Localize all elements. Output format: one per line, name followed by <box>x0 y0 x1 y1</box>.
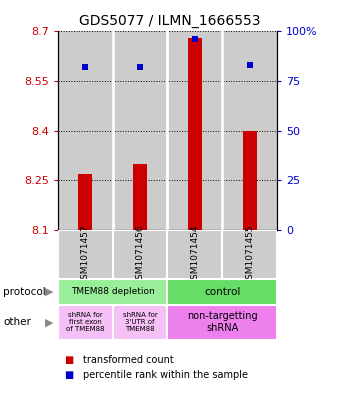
Text: shRNA for
first exon
of TMEM88: shRNA for first exon of TMEM88 <box>66 312 104 332</box>
Text: ■: ■ <box>65 354 74 365</box>
Text: GSM1071454: GSM1071454 <box>190 224 199 285</box>
Bar <box>168 305 277 340</box>
Text: GSM1071456: GSM1071456 <box>136 224 144 285</box>
Text: ▶: ▶ <box>45 317 54 327</box>
Text: GDS5077 / ILMN_1666553: GDS5077 / ILMN_1666553 <box>79 14 261 28</box>
Bar <box>168 230 222 279</box>
Bar <box>168 279 277 305</box>
Bar <box>58 305 113 340</box>
Text: TMEM88 depletion: TMEM88 depletion <box>71 287 154 296</box>
Bar <box>58 230 113 279</box>
Text: GSM1071455: GSM1071455 <box>245 224 254 285</box>
Bar <box>113 31 167 230</box>
Text: non-targetting
shRNA: non-targetting shRNA <box>187 312 258 333</box>
Text: ■: ■ <box>65 370 74 380</box>
Text: percentile rank within the sample: percentile rank within the sample <box>83 370 248 380</box>
Bar <box>222 230 277 279</box>
Bar <box>222 31 277 230</box>
Bar <box>58 31 113 230</box>
Text: other: other <box>3 317 31 327</box>
Text: transformed count: transformed count <box>83 354 174 365</box>
Bar <box>133 164 147 230</box>
Bar <box>113 230 167 279</box>
Bar <box>243 130 257 230</box>
Bar <box>168 31 222 230</box>
Text: shRNA for
3'UTR of
TMEM88: shRNA for 3'UTR of TMEM88 <box>123 312 157 332</box>
Bar <box>113 305 167 340</box>
Text: GSM1071457: GSM1071457 <box>81 224 90 285</box>
Bar <box>188 38 202 230</box>
Bar <box>78 174 92 230</box>
Text: protocol: protocol <box>3 286 46 297</box>
Text: ▶: ▶ <box>45 286 54 297</box>
Bar <box>58 279 168 305</box>
Text: control: control <box>204 287 240 297</box>
